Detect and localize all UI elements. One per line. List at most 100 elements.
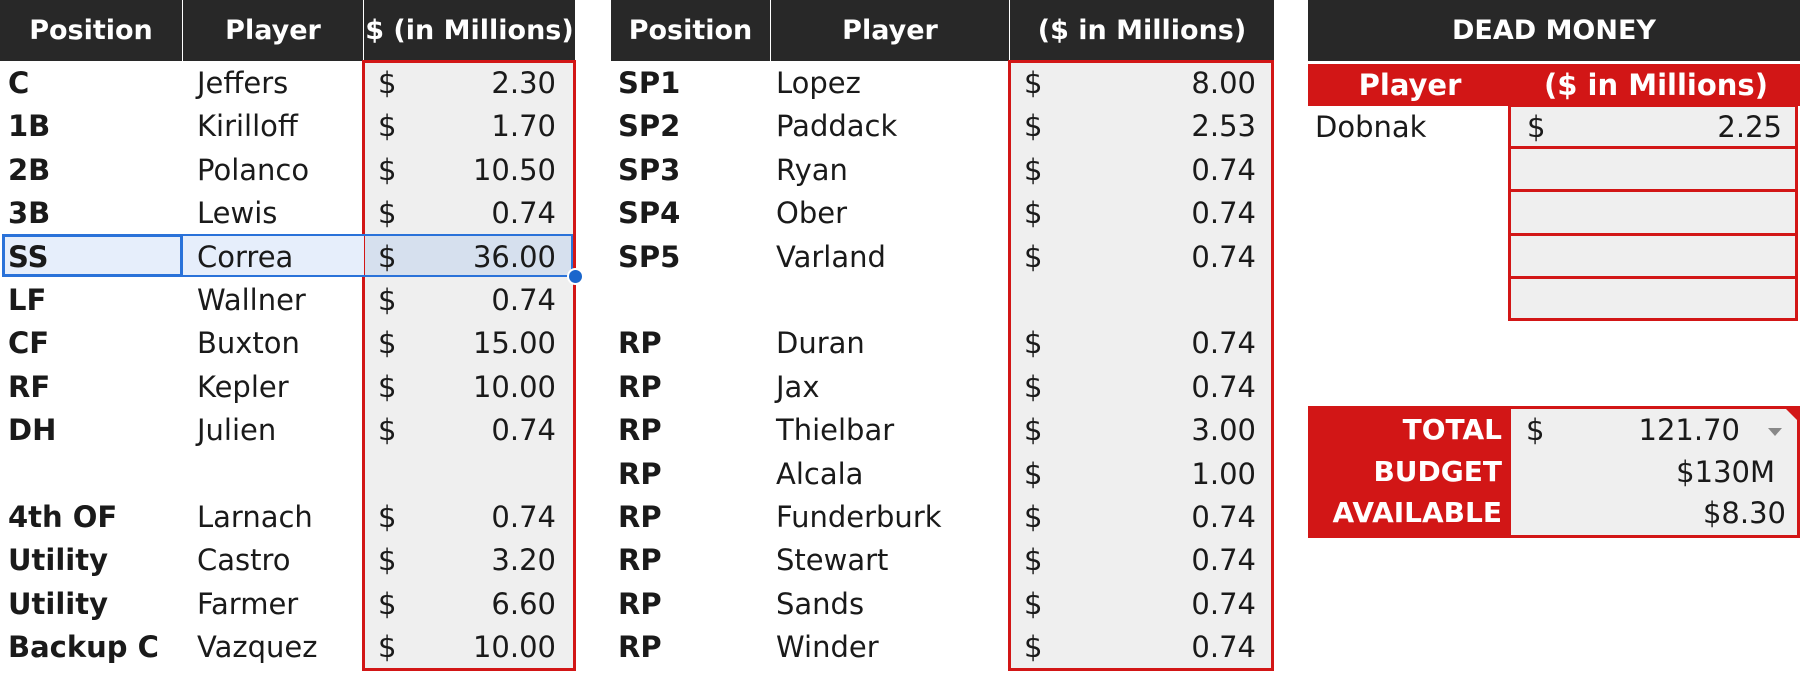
budget-value[interactable]: $130M — [1676, 455, 1775, 489]
player-cell[interactable]: Winder — [776, 630, 879, 664]
position-cell[interactable]: C — [8, 66, 30, 100]
dead-money-header-salary[interactable]: ($ in Millions) — [1512, 64, 1800, 106]
salary-cell[interactable]: 0.74 — [491, 413, 556, 447]
player-cell[interactable]: Paddack — [776, 109, 898, 143]
salary-cell[interactable]: 3.20 — [491, 543, 556, 577]
player-cell[interactable]: Funderburk — [776, 500, 942, 534]
dead-money-player[interactable]: Dobnak — [1315, 110, 1427, 144]
salary-cell[interactable] — [420, 453, 556, 496]
player-cell[interactable]: Thielbar — [776, 413, 895, 447]
fill-handle[interactable] — [567, 268, 584, 285]
player-cell[interactable]: Sands — [776, 587, 865, 621]
position-cell[interactable]: SP3 — [618, 153, 681, 187]
player-cell[interactable]: Jax — [776, 370, 820, 404]
player-cell[interactable]: Farmer — [197, 587, 299, 621]
salary-cell[interactable]: 10.00 — [472, 370, 556, 404]
position-cell[interactable]: RF — [8, 370, 51, 404]
player-cell[interactable]: Vazquez — [197, 630, 318, 664]
position-cell[interactable]: DH — [8, 413, 57, 447]
player-cell[interactable]: Castro — [197, 543, 291, 577]
position-cell[interactable]: RP — [618, 543, 662, 577]
position-cell[interactable]: 3B — [8, 196, 51, 230]
salary-cell[interactable]: 1.70 — [491, 109, 556, 143]
player-cell[interactable]: Ober — [776, 196, 847, 230]
salary-cell[interactable]: 1.00 — [1191, 457, 1256, 491]
position-cell[interactable]: RP — [618, 587, 662, 621]
salary-cell[interactable]: 3.00 — [1191, 413, 1256, 447]
salary-cell[interactable]: 2.53 — [1191, 109, 1256, 143]
position-cell[interactable]: SP4 — [618, 196, 681, 230]
salary-cell[interactable]: 10.00 — [472, 630, 556, 664]
available-value[interactable]: $8.30 — [1702, 496, 1786, 530]
salary-cell[interactable]: 0.74 — [491, 283, 556, 317]
player-cell[interactable]: Alcala — [776, 457, 864, 491]
lineup-header-position[interactable]: Position — [0, 0, 183, 61]
salary-cell[interactable]: 10.50 — [472, 153, 556, 187]
pitching-header-position[interactable]: Position — [611, 0, 771, 61]
player-cell[interactable]: Larnach — [197, 500, 313, 534]
lineup-header-salary[interactable]: $ (in Millions) — [364, 0, 575, 61]
salary-cell[interactable]: 0.74 — [1191, 326, 1256, 360]
active-cell-border[interactable] — [2, 234, 183, 277]
position-cell[interactable]: 2B — [8, 153, 51, 187]
position-cell[interactable]: CF — [8, 326, 50, 360]
position-cell[interactable]: LF — [8, 283, 47, 317]
currency-symbol: $ — [378, 283, 397, 317]
dead-money-amount[interactable]: 2.25 — [1717, 110, 1782, 144]
position-cell[interactable]: 1B — [8, 109, 51, 143]
salary-cell[interactable]: 0.74 — [491, 500, 556, 534]
player-cell[interactable]: Varland — [776, 240, 886, 274]
player-cell[interactable]: Kirilloff — [197, 109, 298, 143]
currency-symbol: $ — [378, 66, 397, 100]
salary-cell[interactable] — [1100, 279, 1256, 322]
position-cell[interactable]: RP — [618, 413, 662, 447]
position-cell[interactable]: RP — [618, 370, 662, 404]
player-cell[interactable]: Lopez — [776, 66, 861, 100]
player-cell[interactable]: Polanco — [197, 153, 310, 187]
pitching-header-salary[interactable]: ($ in Millions) — [1010, 0, 1274, 61]
pitching-header-player[interactable]: Player — [771, 0, 1010, 61]
player-cell[interactable]: Correa — [197, 240, 294, 274]
player-cell[interactable]: Duran — [776, 326, 865, 360]
total-value[interactable]: 121.70 — [1638, 413, 1740, 447]
salary-cell[interactable]: 0.74 — [1191, 240, 1256, 274]
salary-cell[interactable]: 0.74 — [1191, 370, 1256, 404]
salary-cell[interactable]: 8.00 — [1191, 66, 1256, 100]
position-cell[interactable]: Utility — [8, 543, 108, 577]
salary-cell[interactable]: 15.00 — [472, 326, 556, 360]
player-cell[interactable]: Stewart — [776, 543, 889, 577]
position-cell[interactable]: SP5 — [618, 240, 681, 274]
salary-cell[interactable]: 0.74 — [1191, 500, 1256, 534]
player-cell[interactable]: Jeffers — [197, 66, 289, 100]
lineup-header-player[interactable]: Player — [183, 0, 364, 61]
dropdown-arrow-icon[interactable] — [1768, 428, 1782, 436]
position-cell[interactable]: SP2 — [618, 109, 681, 143]
salary-cell[interactable]: 0.74 — [1191, 153, 1256, 187]
position-cell[interactable]: RP — [618, 457, 662, 491]
position-cell[interactable]: RP — [618, 500, 662, 534]
position-cell[interactable]: SS — [8, 240, 49, 274]
position-cell[interactable]: Backup C — [8, 630, 159, 664]
position-cell[interactable]: 4th OF — [8, 500, 118, 534]
dead-money-title[interactable]: DEAD MONEY — [1308, 0, 1800, 61]
position-cell[interactable]: RP — [618, 630, 662, 664]
position-cell[interactable]: Utility — [8, 587, 108, 621]
salary-cell[interactable]: 0.74 — [1191, 196, 1256, 230]
player-cell[interactable]: Julien — [197, 413, 277, 447]
position-cell[interactable]: RP — [618, 326, 662, 360]
player-cell[interactable]: Buxton — [197, 326, 300, 360]
salary-cell[interactable]: 36.00 — [472, 240, 556, 274]
salary-cell[interactable]: 0.74 — [1191, 587, 1256, 621]
salary-cell[interactable]: 0.74 — [491, 196, 556, 230]
currency-symbol: $ — [378, 500, 397, 534]
salary-cell[interactable]: 0.74 — [1191, 543, 1256, 577]
player-cell[interactable]: Ryan — [776, 153, 848, 187]
salary-cell[interactable]: 6.60 — [491, 587, 556, 621]
player-cell[interactable]: Wallner — [197, 283, 306, 317]
position-cell[interactable]: SP1 — [618, 66, 681, 100]
salary-cell[interactable]: 0.74 — [1191, 630, 1256, 664]
salary-cell[interactable]: 2.30 — [491, 66, 556, 100]
dead-money-header-player[interactable]: Player — [1308, 64, 1512, 106]
player-cell[interactable]: Kepler — [197, 370, 289, 404]
player-cell[interactable]: Lewis — [197, 196, 278, 230]
